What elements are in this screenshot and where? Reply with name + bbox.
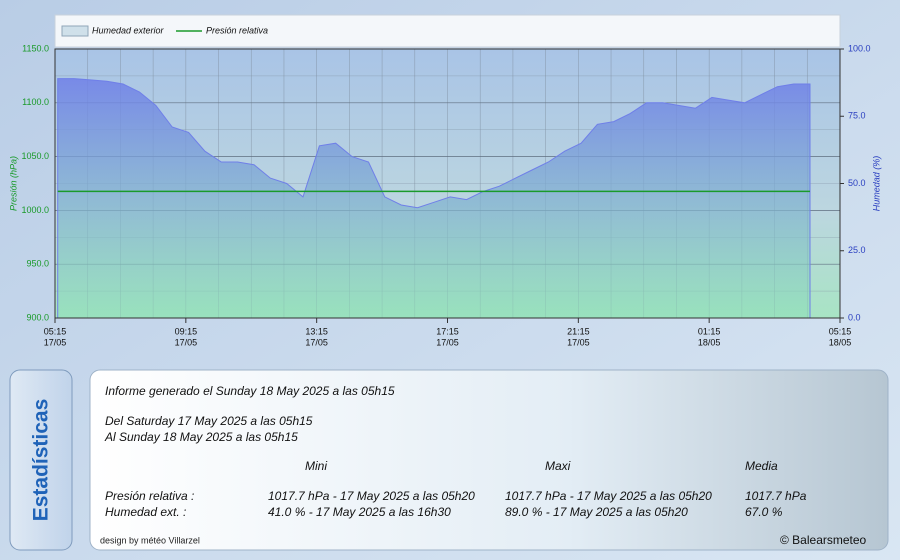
row-label: Presión relativa :: [105, 489, 194, 503]
y-tick-label: 1150.0: [22, 43, 49, 53]
cell: 1017.7 hPa: [745, 489, 807, 503]
row-label: Humedad ext. :: [105, 505, 186, 519]
y-tick-label: 900.0: [26, 312, 49, 322]
x-tick-label: 17/05: [436, 337, 459, 347]
x-tick-label: 17/05: [305, 337, 328, 347]
x-tick-label: 01:15: [698, 326, 721, 336]
y2-tick-label: 0.0: [848, 312, 861, 322]
x-tick-label: 05:15: [829, 326, 852, 336]
x-tick-label: 21:15: [567, 326, 590, 336]
legend-label: Humedad exterior: [92, 25, 165, 35]
y-tick-label: 1100.0: [22, 97, 49, 107]
x-tick-label: 13:15: [305, 326, 328, 336]
x-tick-label: 17/05: [567, 337, 590, 347]
humidity-area: [57, 78, 811, 319]
cell: 1017.7 hPa - 17 May 2025 a las 05h20: [268, 489, 475, 503]
y-axis-label: Presión (hPa): [8, 156, 18, 211]
stats-panel: [89, 369, 889, 551]
stats-tab[interactable]: [9, 369, 73, 551]
x-tick-label: 17/05: [44, 337, 67, 347]
y-tick-label: 1000.0: [21, 205, 49, 215]
x-tick-label: 05:15: [44, 326, 67, 336]
credit: design by météo Villarzel: [100, 535, 200, 545]
cell: 89.0 % - 17 May 2025 a las 05h20: [505, 505, 688, 519]
column-header: Media: [745, 459, 778, 473]
x-tick-label: 17/05: [175, 337, 198, 347]
cell: 41.0 % - 17 May 2025 a las 16h30: [268, 505, 451, 519]
plot-border: [54, 48, 841, 319]
y2-tick-label: 100.0: [848, 43, 871, 53]
generated: Informe generado el Sunday 18 May 2025 a…: [105, 384, 395, 398]
copyright: © Balearsmeteo: [780, 533, 867, 547]
y-tick-label: 1050.0: [21, 151, 49, 161]
x-tick-label: 09:15: [175, 326, 198, 336]
y2-tick-label: 50.0: [848, 178, 866, 188]
x-tick-label: 18/05: [698, 337, 721, 347]
legend-box: [54, 14, 841, 48]
cell: 67.0 %: [745, 505, 783, 519]
column-header: Mini: [305, 459, 327, 473]
y2-axis-label: Humedad (%): [871, 156, 881, 212]
stats-title: Estadísticas: [30, 399, 53, 522]
period-to: Al Sunday 18 May 2025 a las 05h15: [104, 430, 298, 444]
cell: 1017.7 hPa - 17 May 2025 a las 05h20: [505, 489, 712, 503]
y2-tick-label: 25.0: [848, 245, 866, 255]
x-tick-label: 18/05: [829, 337, 852, 347]
column-header: Maxi: [545, 459, 571, 473]
legend-swatch: [61, 25, 89, 37]
x-tick-label: 17:15: [436, 326, 459, 336]
plot: [55, 48, 840, 319]
y2-tick-label: 75.0: [848, 111, 866, 121]
period-from: Del Saturday 17 May 2025 a las 05h15: [105, 414, 313, 428]
y-tick-label: 950.0: [26, 259, 49, 269]
legend-label: Presión relativa: [206, 25, 268, 35]
